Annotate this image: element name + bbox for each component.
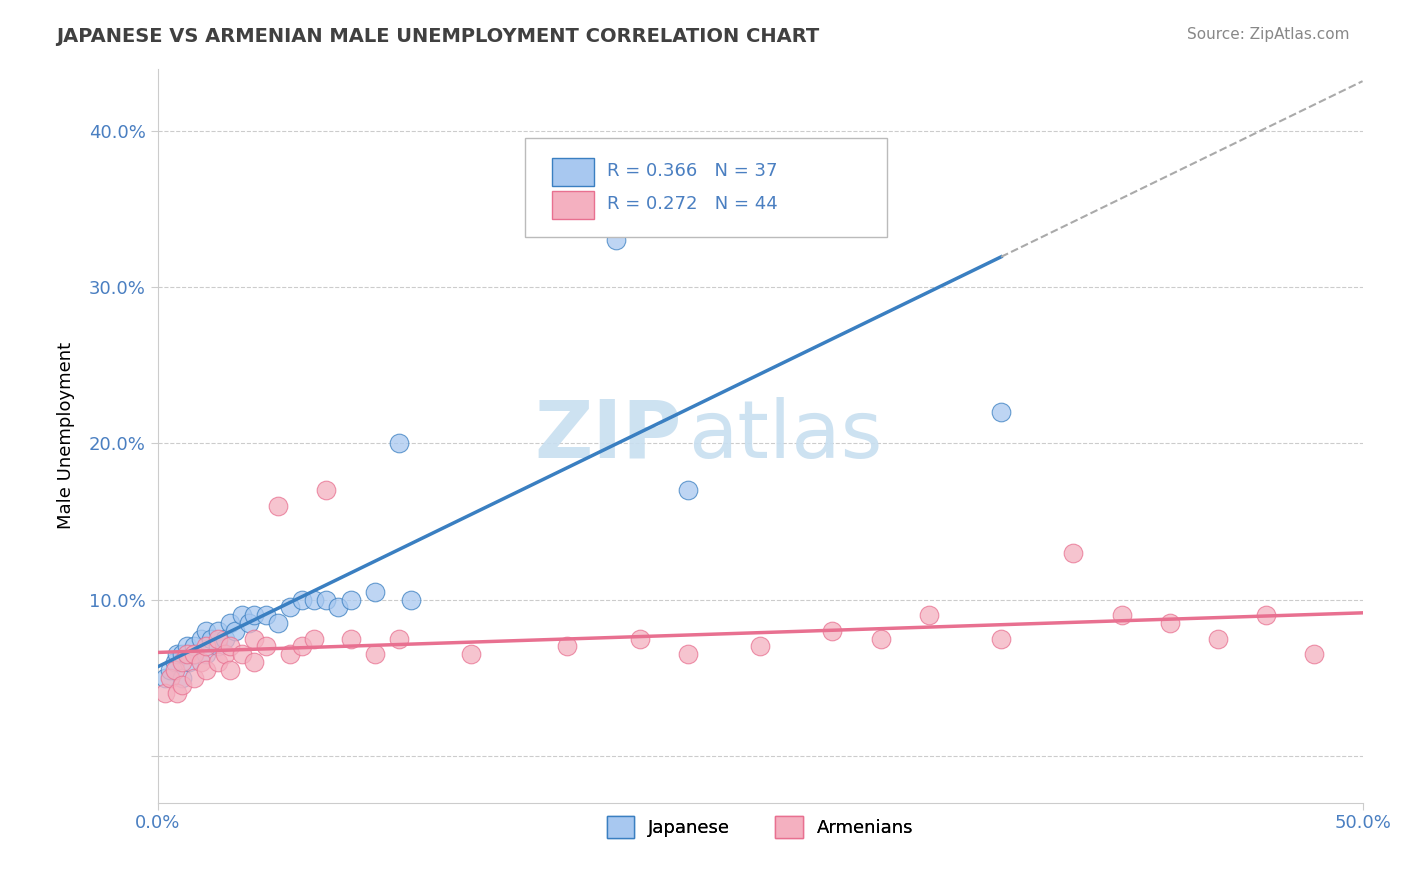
Point bbox=[159, 671, 181, 685]
Point bbox=[170, 655, 193, 669]
Point bbox=[219, 615, 242, 630]
Point bbox=[363, 584, 385, 599]
Point bbox=[159, 663, 181, 677]
Point bbox=[207, 640, 229, 654]
Point bbox=[163, 663, 186, 677]
Point bbox=[207, 624, 229, 638]
Point bbox=[183, 671, 205, 685]
Point bbox=[166, 647, 188, 661]
Point bbox=[170, 671, 193, 685]
Point bbox=[339, 592, 361, 607]
Point bbox=[170, 678, 193, 692]
Point bbox=[605, 233, 627, 247]
Point bbox=[676, 483, 699, 498]
FancyBboxPatch shape bbox=[526, 138, 887, 237]
Point bbox=[207, 655, 229, 669]
Point bbox=[1111, 608, 1133, 623]
Point bbox=[918, 608, 941, 623]
Text: R = 0.366   N = 37: R = 0.366 N = 37 bbox=[607, 161, 778, 179]
Point bbox=[869, 632, 891, 646]
Point bbox=[170, 647, 193, 661]
Point bbox=[628, 632, 651, 646]
Point bbox=[183, 647, 205, 661]
Point bbox=[153, 671, 176, 685]
Point bbox=[166, 686, 188, 700]
Point bbox=[176, 640, 198, 654]
Point bbox=[363, 647, 385, 661]
Point bbox=[194, 624, 217, 638]
Point bbox=[1303, 647, 1326, 661]
Point bbox=[194, 647, 217, 661]
Legend: Japanese, Armenians: Japanese, Armenians bbox=[599, 808, 921, 845]
Point bbox=[267, 499, 290, 513]
Point bbox=[291, 592, 314, 607]
Point bbox=[214, 647, 236, 661]
Point bbox=[328, 600, 350, 615]
Point bbox=[315, 483, 337, 498]
Y-axis label: Male Unemployment: Male Unemployment bbox=[58, 342, 75, 529]
Point bbox=[176, 647, 198, 661]
Point bbox=[388, 632, 411, 646]
Point bbox=[219, 640, 242, 654]
Point bbox=[243, 632, 266, 646]
Point bbox=[1062, 546, 1084, 560]
Point bbox=[399, 592, 422, 607]
Point bbox=[990, 632, 1012, 646]
Point bbox=[388, 436, 411, 450]
Point bbox=[304, 592, 326, 607]
Point bbox=[267, 615, 290, 630]
Point bbox=[254, 640, 277, 654]
Point bbox=[557, 640, 579, 654]
Point bbox=[254, 608, 277, 623]
Text: Source: ZipAtlas.com: Source: ZipAtlas.com bbox=[1187, 27, 1350, 42]
Point bbox=[315, 592, 337, 607]
Point bbox=[339, 632, 361, 646]
Point bbox=[243, 608, 266, 623]
Text: ZIP: ZIP bbox=[534, 397, 682, 475]
Point bbox=[190, 632, 212, 646]
Point bbox=[291, 640, 314, 654]
Point bbox=[238, 615, 260, 630]
Point bbox=[190, 655, 212, 669]
Point bbox=[1256, 608, 1278, 623]
Point bbox=[460, 647, 482, 661]
Point bbox=[219, 663, 242, 677]
Text: R = 0.272   N = 44: R = 0.272 N = 44 bbox=[607, 195, 778, 213]
Point bbox=[676, 647, 699, 661]
Text: atlas: atlas bbox=[688, 397, 882, 475]
FancyBboxPatch shape bbox=[551, 158, 593, 186]
FancyBboxPatch shape bbox=[551, 191, 593, 219]
Point bbox=[200, 632, 222, 646]
Point bbox=[278, 647, 301, 661]
Point bbox=[183, 640, 205, 654]
Point bbox=[231, 608, 253, 623]
Point bbox=[194, 663, 217, 677]
Text: JAPANESE VS ARMENIAN MALE UNEMPLOYMENT CORRELATION CHART: JAPANESE VS ARMENIAN MALE UNEMPLOYMENT C… bbox=[56, 27, 820, 45]
Point bbox=[797, 202, 820, 216]
Point bbox=[1206, 632, 1229, 646]
Point bbox=[224, 624, 246, 638]
Point bbox=[749, 640, 772, 654]
Point bbox=[990, 405, 1012, 419]
Point bbox=[1159, 615, 1181, 630]
Point bbox=[153, 686, 176, 700]
Point bbox=[304, 632, 326, 646]
Point bbox=[821, 624, 844, 638]
Point bbox=[183, 647, 205, 661]
Point bbox=[207, 632, 229, 646]
Point bbox=[243, 655, 266, 669]
Point bbox=[214, 632, 236, 646]
Point bbox=[163, 655, 186, 669]
Point bbox=[194, 640, 217, 654]
Point bbox=[278, 600, 301, 615]
Point bbox=[177, 655, 200, 669]
Point bbox=[231, 647, 253, 661]
